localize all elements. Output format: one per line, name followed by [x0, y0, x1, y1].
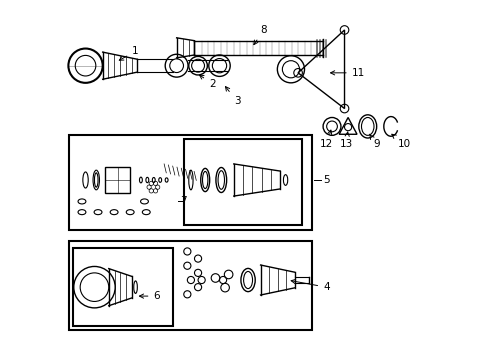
- Text: 4: 4: [290, 279, 329, 292]
- Text: 13: 13: [339, 132, 352, 149]
- Bar: [73, 248, 173, 327]
- Text: 1: 1: [119, 46, 138, 60]
- Text: 7: 7: [180, 197, 186, 206]
- Text: 6: 6: [139, 291, 160, 301]
- Text: 9: 9: [368, 134, 379, 149]
- Bar: [69, 241, 312, 330]
- Text: 8: 8: [253, 25, 266, 45]
- Bar: [183, 139, 301, 225]
- Bar: [69, 135, 312, 230]
- Text: 12: 12: [319, 130, 333, 149]
- Bar: [105, 167, 130, 193]
- Text: 10: 10: [391, 134, 410, 149]
- Text: 11: 11: [330, 68, 364, 78]
- Text: 2: 2: [199, 75, 215, 89]
- Text: 3: 3: [225, 87, 240, 107]
- Text: 5: 5: [323, 175, 329, 185]
